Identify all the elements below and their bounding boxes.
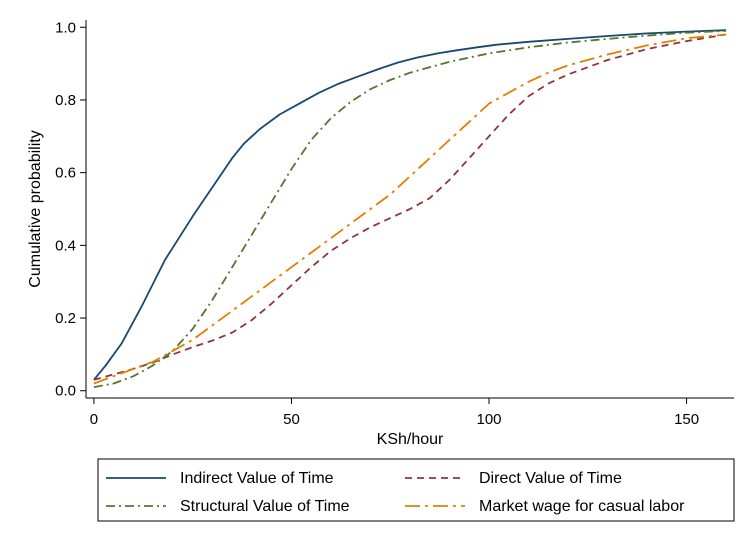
legend: Indirect Value of Time Direct Value of Ti… [97, 458, 735, 522]
legend-label: Indirect Value of Time [180, 470, 334, 487]
series-line-1 [93, 29, 727, 381]
y-tick-label: 0.0 [55, 383, 76, 400]
y-tick-label: 0.8 [55, 92, 76, 109]
x-tick-label: 0 [90, 411, 98, 428]
legend-label: Structural Value of Time [180, 498, 350, 515]
series-line-4 [93, 33, 727, 385]
y-tick-label: 0.4 [55, 237, 76, 254]
axes: 0 50 100 150 0.0 0.2 0.4 0.6 0.8 1.0 [55, 19, 734, 428]
y-tick-label: 1.0 [55, 19, 76, 36]
x-tick-label: 150 [674, 411, 699, 428]
legend-box [97, 458, 735, 522]
x-axis-label: KSh/hour [377, 431, 444, 448]
y-axis-label: Cumulative probability [27, 130, 44, 287]
series-line-2 [93, 33, 727, 381]
y-tick-label: 0.2 [55, 310, 76, 327]
plot-area [93, 29, 727, 388]
y-tick-label: 0.6 [55, 165, 76, 182]
x-tick-label: 50 [283, 411, 300, 428]
legend-label: Direct Value of Time [479, 470, 622, 487]
legend-label: Market wage for casual labor [479, 498, 685, 515]
x-tick-label: 100 [477, 411, 502, 428]
